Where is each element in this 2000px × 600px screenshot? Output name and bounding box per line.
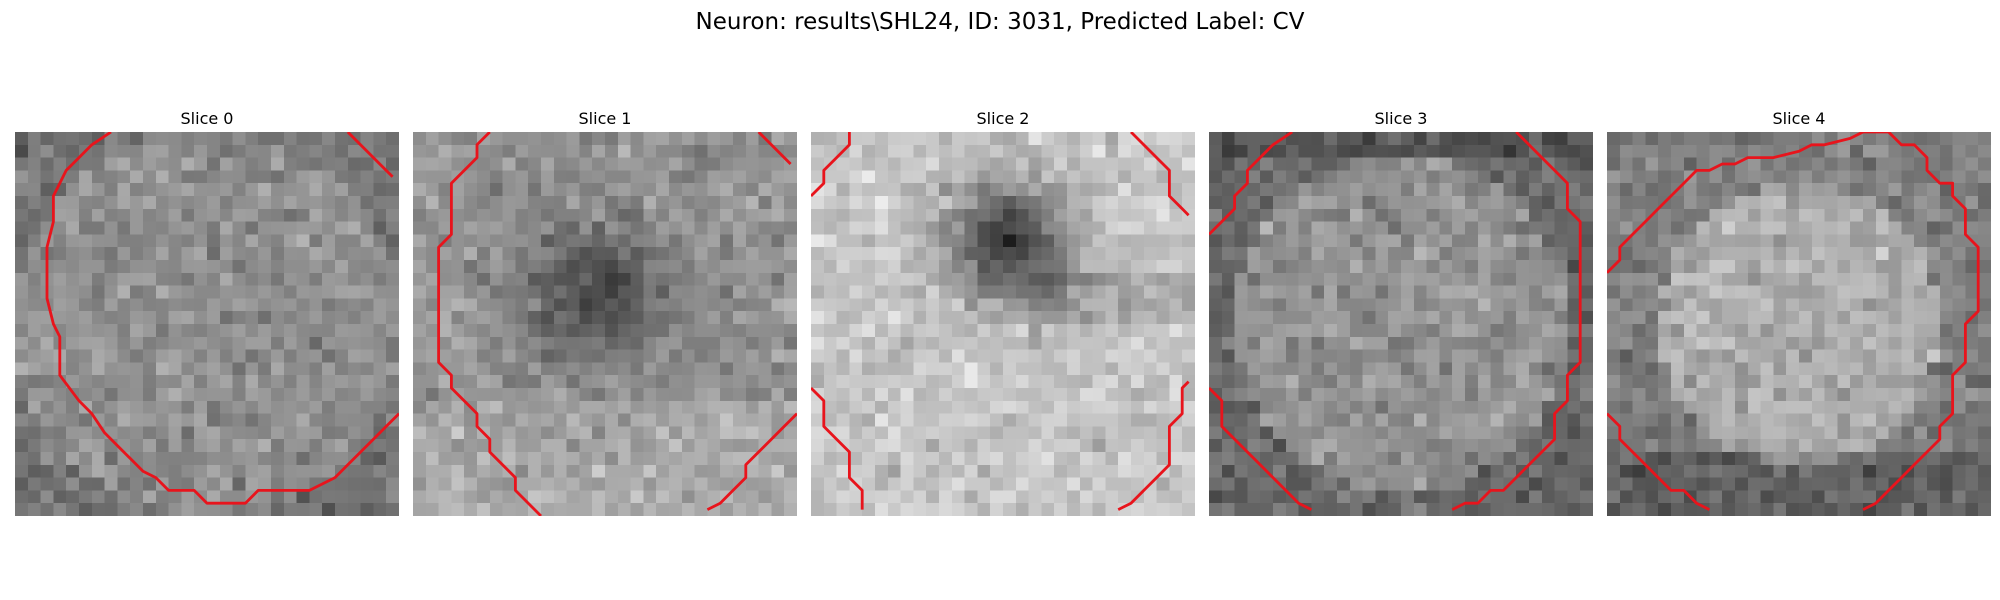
slice-image-1 — [413, 132, 797, 516]
figure-title: Neuron: results\SHL24, ID: 3031, Predict… — [695, 9, 1305, 35]
contour-line — [1117, 380, 1190, 511]
slice-title-3: Slice 3 — [1374, 109, 1428, 128]
contour-line — [706, 412, 797, 511]
slice-image-0 — [15, 132, 399, 516]
slice-panel-2: Slice 2 — [811, 108, 1195, 516]
slice-pixels — [811, 132, 1195, 516]
slice-pixels — [413, 132, 797, 516]
slice-panel-3: Slice 3 — [1209, 108, 1593, 516]
slice-panel-0: Slice 0 — [15, 108, 399, 516]
slice-pixels — [15, 132, 399, 516]
slice-image-4 — [1607, 132, 1991, 516]
contour-line — [1130, 132, 1190, 217]
slice-panel-4: Slice 4 — [1607, 108, 1991, 516]
slice-title-0: Slice 0 — [180, 109, 234, 128]
contour-line — [437, 132, 542, 516]
contour-line — [45, 132, 399, 505]
slice-title-4: Slice 4 — [1772, 109, 1826, 128]
slice-image-2 — [811, 132, 1195, 516]
contour-line — [1607, 132, 1864, 274]
contour-line — [346, 132, 394, 178]
contour-line — [811, 132, 851, 197]
slice-image-3 — [1209, 132, 1593, 516]
contour-line — [757, 132, 792, 165]
contour-line — [1209, 132, 1293, 236]
slice-pixels — [1607, 132, 1991, 516]
contour-line — [1209, 387, 1313, 511]
slice-title-2: Slice 2 — [976, 109, 1030, 128]
contour-line — [1607, 412, 1711, 511]
contour-line — [1451, 132, 1582, 511]
contour-line — [811, 387, 864, 510]
slice-title-1: Slice 1 — [578, 109, 632, 128]
slice-panel-1: Slice 1 — [413, 108, 797, 516]
contour-line — [1862, 132, 1980, 511]
